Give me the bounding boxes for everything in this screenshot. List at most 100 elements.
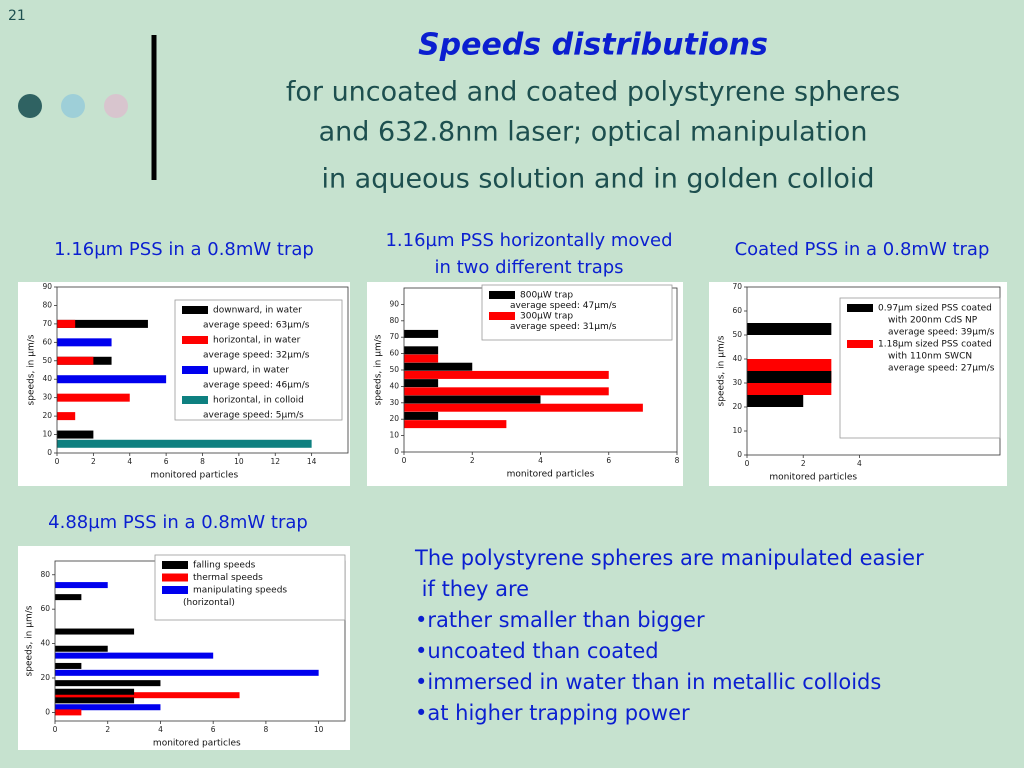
bar	[404, 395, 541, 404]
x-tick-label: 8	[200, 457, 205, 466]
legend-note: average speed: 31µm/s	[510, 322, 617, 332]
legend-swatch	[162, 573, 188, 582]
bar	[55, 582, 108, 589]
legend-swatch	[489, 312, 515, 320]
legend-swatch	[847, 340, 873, 348]
y-tick-label: 10	[42, 430, 52, 439]
legend-note: average speed: 46µm/s	[203, 381, 310, 391]
x-tick-label: 0	[402, 456, 407, 465]
bar	[747, 371, 832, 383]
bar	[57, 412, 76, 421]
y-tick-label: 70	[42, 319, 52, 328]
x-tick-label: 0	[745, 459, 750, 468]
x-tick-label: 0	[53, 725, 58, 734]
x-tick-label: 4	[538, 456, 543, 465]
bar	[747, 383, 832, 395]
dot	[18, 94, 42, 118]
legend-swatch	[162, 586, 188, 594]
bar	[404, 370, 609, 379]
legend-swatch	[182, 306, 208, 314]
bar	[55, 704, 161, 711]
bar	[404, 329, 439, 338]
y-tick-label: 20	[389, 414, 399, 423]
legend-swatch	[182, 366, 208, 374]
y-tick-label: 80	[389, 316, 399, 325]
y-tick-label: 70	[732, 282, 742, 291]
legend-swatch	[182, 396, 208, 404]
legend-swatch	[489, 291, 515, 299]
y-tick-label: 70	[389, 332, 399, 341]
legend-label: 800µW trap	[520, 291, 573, 301]
bar	[55, 680, 161, 687]
y-tick-label: 0	[394, 447, 399, 456]
conclusion-line: •at higher trapping power	[415, 701, 690, 725]
y-tick-label: 50	[42, 356, 52, 365]
y-tick-label: 30	[389, 398, 399, 407]
y-tick-label: 10	[389, 431, 399, 440]
y-tick-label: 10	[732, 426, 742, 435]
bar	[747, 359, 832, 371]
y-tick-label: 20	[42, 411, 52, 420]
y-tick-label: 40	[40, 639, 50, 648]
bar	[57, 375, 167, 384]
y-axis-label: speeds, in µm/s	[374, 334, 384, 405]
y-tick-label: 20	[732, 402, 742, 411]
legend-label: downward, in water	[213, 306, 302, 316]
legend-label: manipulating speeds	[193, 586, 287, 596]
bar	[55, 688, 135, 695]
chart-caption: in two different traps	[434, 257, 623, 278]
x-tick-label: 2	[105, 725, 110, 734]
x-tick-label: 4	[127, 457, 132, 466]
legend-note: average speed: 5µm/s	[203, 411, 304, 421]
bar	[55, 697, 135, 704]
x-tick-label: 6	[606, 456, 611, 465]
x-tick-label: 2	[91, 457, 96, 466]
legend-label: 300µW trap	[520, 312, 573, 322]
x-tick-label: 8	[264, 725, 269, 734]
legend-note: average speed: 63µm/s	[203, 321, 310, 331]
bar	[747, 323, 832, 335]
x-axis-label: monitored particles	[153, 739, 241, 749]
y-tick-label: 30	[42, 393, 52, 402]
y-tick-label: 0	[47, 448, 52, 457]
x-tick-label: 8	[675, 456, 680, 465]
bar	[404, 420, 507, 429]
legend-label: 1.18µm sized PSS coated	[878, 340, 992, 350]
legend-label: 0.97µm sized PSS coated	[878, 304, 992, 314]
legend-note: (horizontal)	[183, 598, 235, 608]
legend-note: average speed: 47µm/s	[510, 301, 617, 311]
y-tick-label: 50	[389, 365, 399, 374]
y-tick-label: 90	[42, 282, 52, 291]
y-tick-label: 20	[40, 673, 50, 682]
y-tick-label: 30	[732, 378, 742, 387]
y-tick-label: 80	[42, 300, 52, 309]
x-axis-label: monitored particles	[150, 471, 238, 481]
y-axis-label: speeds, in µm/s	[25, 605, 35, 676]
bar	[55, 652, 214, 659]
bar	[55, 669, 319, 676]
bar	[57, 439, 312, 448]
bar	[404, 387, 609, 396]
bar	[55, 645, 108, 652]
chart-caption: 4.88µm PSS in a 0.8mW trap	[48, 512, 308, 533]
bar	[404, 403, 643, 412]
legend-note: average speed: 27µm/s	[888, 364, 995, 374]
conclusion-line: if they are	[415, 577, 529, 601]
y-tick-label: 40	[42, 374, 52, 383]
x-tick-label: 4	[158, 725, 163, 734]
legend-note: with 110nm SWCN	[888, 352, 972, 362]
bar	[404, 362, 473, 371]
chart-caption: 1.16µm PSS horizontally moved	[385, 230, 672, 251]
legend-swatch	[182, 336, 208, 344]
x-tick-label: 0	[55, 457, 60, 466]
x-tick-label: 10	[234, 457, 244, 466]
conclusion-line: •uncoated than coated	[415, 639, 659, 663]
page-number: 21	[8, 8, 26, 24]
y-tick-label: 50	[732, 330, 742, 339]
bar	[404, 346, 439, 355]
x-axis-label: monitored particles	[769, 473, 857, 483]
legend-label: falling speeds	[193, 561, 256, 571]
dot	[104, 94, 128, 118]
